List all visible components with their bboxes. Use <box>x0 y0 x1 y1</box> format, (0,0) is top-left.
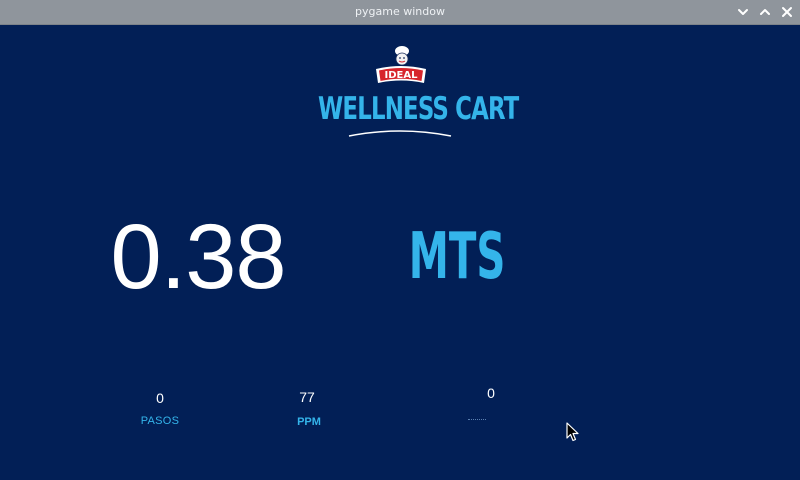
close-icon <box>782 7 792 17</box>
title-swoosh-decoration <box>348 130 452 137</box>
window-title: pygame window <box>355 5 445 18</box>
close-button[interactable] <box>778 3 796 21</box>
ppm-label: PPM <box>297 416 321 428</box>
ppm-value: 77 <box>299 389 315 405</box>
app-canvas: IDEAL WELLNESS CART 0.38 MTS 0 PASOS 77 … <box>0 25 800 480</box>
third-stat-label-placeholder <box>468 417 486 420</box>
steps-label: PASOS <box>140 415 180 427</box>
ideal-logo: IDEAL <box>376 46 426 83</box>
chevron-down-icon <box>738 9 748 15</box>
third-stat-value: 0 <box>487 385 495 401</box>
steps-value: 0 <box>156 390 164 406</box>
mouse-pointer-icon <box>566 422 579 442</box>
window-titlebar[interactable]: pygame window <box>0 0 800 25</box>
maximize-button[interactable] <box>756 3 774 21</box>
app-title: WELLNESS CART <box>318 91 519 127</box>
minimize-button[interactable] <box>734 3 752 21</box>
logo-text: IDEAL <box>385 70 419 81</box>
distance-unit: MTS <box>408 220 506 294</box>
distance-value: 0.38 <box>110 206 286 308</box>
chevron-up-icon <box>760 9 770 15</box>
